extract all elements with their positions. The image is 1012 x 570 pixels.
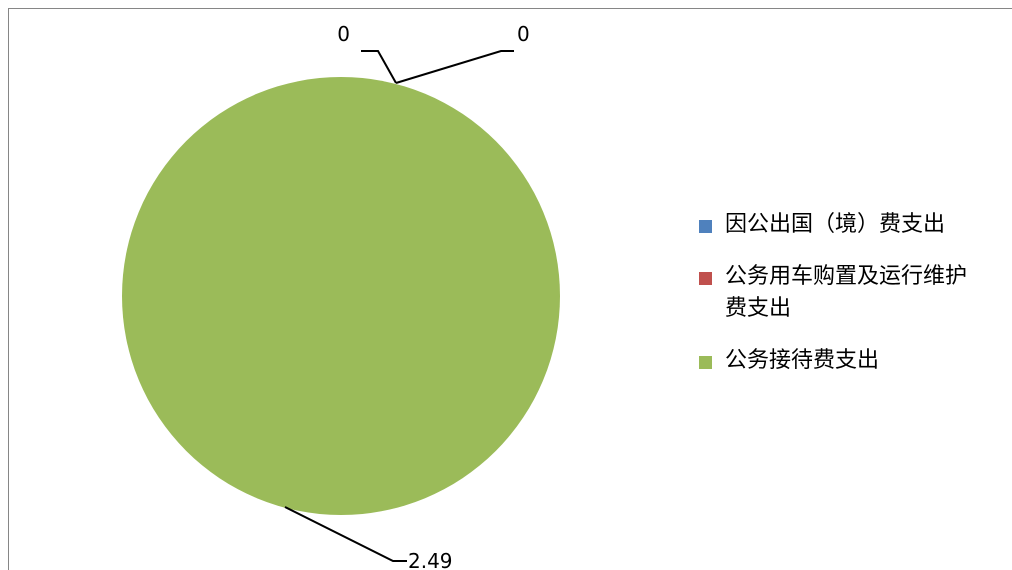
legend-label-reception: 公务接待费支出 [725, 348, 880, 373]
legend-item-travel: 因公出国（境）费支出 [699, 209, 1012, 241]
pie-chart: 0 02.49 [122, 22, 560, 570]
data-label: 0 [517, 22, 530, 46]
slice-reception [122, 77, 560, 515]
leader-line [284, 506, 407, 562]
leader-line [361, 50, 397, 84]
legend-swatch-travel [699, 220, 712, 233]
legend-label-vehicle-line2: 费支出 [725, 296, 792, 321]
legend-item-reception: 公务接待费支出 [699, 345, 1012, 377]
legend-swatch-reception [699, 356, 712, 369]
data-label: 0 [337, 22, 350, 46]
leader-line [395, 50, 514, 84]
legend-label-vehicle-line1: 公务用车购置及运行维护 [725, 264, 968, 289]
legend: 因公出国（境）费支出 公务用车购置及运行维护 费支出 公务接待费支出 [699, 209, 1012, 397]
chart-area: 0 0 2.49 因公出国（境）费支出 公务用车购置及运行维护 费支出 公务接待费支… [8, 8, 1012, 570]
legend-label-travel: 因公出国（境）费支出 [725, 212, 946, 237]
data-label: 2.49 [408, 549, 453, 570]
legend-swatch-vehicle [699, 272, 712, 285]
legend-item-vehicle: 公务用车购置及运行维护 费支出 [699, 261, 1012, 325]
